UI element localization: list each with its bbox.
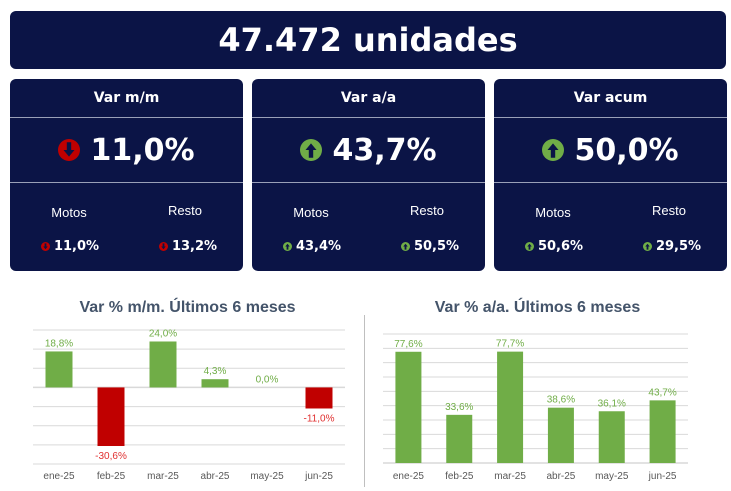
arrow-up-circle-icon: [282, 242, 292, 251]
chart-title: Var % m/m. Últimos 6 meses: [79, 299, 296, 316]
resto-value: 13,2%: [138, 239, 238, 254]
data-label: 36,1%: [598, 398, 626, 409]
main-value: 11,0%: [90, 132, 195, 168]
arrow-up-circle-icon: [300, 139, 323, 161]
data-label: 77,6%: [394, 339, 422, 350]
resto-value: 50,5%: [380, 239, 480, 254]
resto-value-text: 29,5%: [655, 239, 702, 254]
motos-value: 11,0%: [20, 239, 120, 254]
motos-value: 50,6%: [504, 239, 604, 254]
x-tick-label: feb-25: [97, 471, 126, 482]
resto-value-text: 13,2%: [171, 239, 218, 254]
x-tick-label: may-25: [250, 471, 284, 482]
data-label: 43,7%: [648, 387, 676, 398]
motos-label: Motos: [535, 205, 571, 220]
resto-value-text: 50,5%: [413, 239, 460, 254]
total-units-title: 47.472 unidades: [218, 21, 518, 59]
resto-label: Resto: [652, 203, 686, 218]
arrow-down-circle-icon: [158, 242, 168, 251]
x-tick-label: jun-25: [648, 471, 677, 482]
bar-mar-25: [497, 351, 524, 463]
kpi-card-0: Var m/m 11,0% Motos Resto 11,0% 13,2%: [10, 79, 243, 271]
data-label: 38,6%: [547, 395, 575, 406]
card-breakdown: Motos Resto 11,0% 13,2%: [10, 183, 243, 272]
motos-value: 43,4%: [262, 239, 362, 254]
data-label: -11,0%: [304, 413, 335, 424]
data-label: 24,0%: [149, 328, 177, 339]
motos-value-text: 11,0%: [53, 239, 100, 254]
data-label: 77,7%: [496, 339, 524, 350]
arrow-down-circle-icon: [40, 242, 50, 251]
main-value: 43,7%: [332, 132, 437, 168]
x-tick-label: feb-25: [445, 471, 474, 482]
card-breakdown: Motos Resto 43,4% 50,5%: [252, 183, 485, 272]
x-tick-label: ene-25: [43, 471, 75, 482]
motos-label: Motos: [293, 205, 329, 220]
bar-feb-25: [97, 387, 125, 447]
data-label: 0,0%: [256, 374, 279, 385]
chart-var-aa: Var % a/a. Últimos 6 meses 77,6% ene-25 33…: [370, 295, 705, 487]
x-tick-label: mar-25: [494, 471, 526, 482]
motos-value-text: 50,6%: [537, 239, 584, 254]
resto-label: Resto: [168, 203, 202, 218]
resto-value: 29,5%: [622, 239, 722, 254]
motos-label: Motos: [51, 205, 87, 220]
bar-feb-25: [446, 414, 473, 463]
card-main-value: 50,0%: [494, 118, 727, 183]
bar-ene-25: [395, 351, 422, 463]
total-units-banner: 47.472 unidades: [10, 11, 726, 69]
bar-abr-25: [547, 407, 574, 463]
x-tick-label: abr-25: [201, 471, 230, 482]
card-main-value: 11,0%: [10, 118, 243, 183]
data-label: 18,8%: [45, 338, 73, 349]
card-breakdown: Motos Resto 50,6% 29,5%: [494, 183, 727, 272]
chart-title: Var % a/a. Últimos 6 meses: [434, 299, 641, 316]
bar-abr-25: [201, 379, 229, 388]
arrow-up-circle-icon: [524, 242, 534, 251]
card-main-value: 43,7%: [252, 118, 485, 183]
x-tick-label: mar-25: [147, 471, 179, 482]
bar-mar-25: [149, 341, 177, 388]
x-tick-label: ene-25: [393, 471, 425, 482]
data-label: -30,6%: [95, 451, 127, 462]
bar-ene-25: [45, 351, 73, 388]
motos-value-text: 43,4%: [295, 239, 342, 254]
kpi-card-1: Var a/a 43,7% Motos Resto 43,4% 50,5%: [252, 79, 485, 271]
main-value: 50,0%: [574, 132, 679, 168]
x-tick-label: may-25: [595, 471, 629, 482]
card-title: Var a/a: [252, 79, 485, 118]
chart-var-mm: Var % m/m. Últimos 6 meses 18,8% ene-25 -3…: [20, 295, 355, 487]
arrow-up-circle-icon: [542, 139, 565, 161]
arrow-down-circle-icon: [58, 139, 81, 161]
card-title: Var m/m: [10, 79, 243, 118]
arrow-up-circle-icon: [642, 242, 652, 251]
data-label: 33,6%: [445, 402, 473, 413]
kpi-card-2: Var acum 50,0% Motos Resto 50,6% 29,5%: [494, 79, 727, 271]
bar-jun-25: [649, 400, 676, 463]
chart-divider: [364, 315, 365, 487]
bar-may-25: [598, 411, 625, 463]
x-tick-label: jun-25: [304, 471, 333, 482]
bar-jun-25: [305, 387, 333, 409]
resto-label: Resto: [410, 203, 444, 218]
x-tick-label: abr-25: [546, 471, 575, 482]
data-label: 4,3%: [204, 366, 227, 377]
arrow-up-circle-icon: [400, 242, 410, 251]
card-title: Var acum: [494, 79, 727, 118]
